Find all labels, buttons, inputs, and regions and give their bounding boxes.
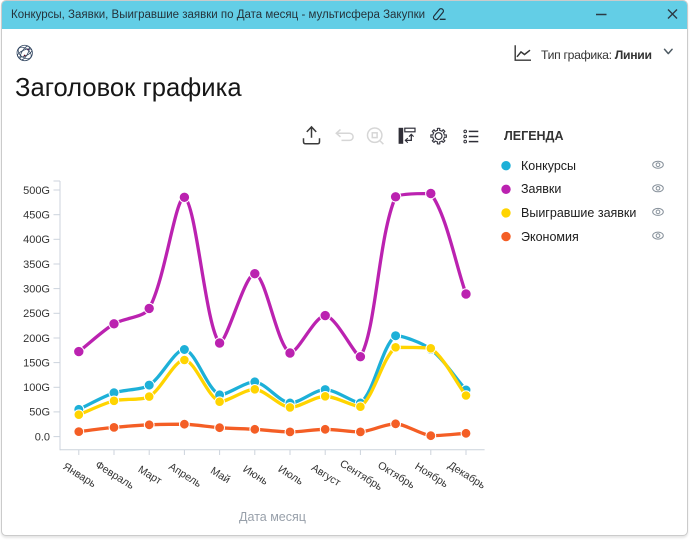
svg-text:400G: 400G	[23, 234, 50, 246]
svg-text:300G: 300G	[23, 283, 50, 295]
svg-text:150G: 150G	[23, 357, 50, 369]
svg-text:Июль: Июль	[276, 463, 306, 488]
svg-text:100G: 100G	[23, 382, 50, 394]
svg-text:250G: 250G	[23, 308, 50, 320]
svg-text:Июнь: Июнь	[241, 463, 271, 488]
svg-text:Сентябрь: Сентябрь	[338, 458, 385, 494]
svg-text:Апрель: Апрель	[166, 461, 203, 491]
svg-text:350G: 350G	[23, 259, 50, 271]
svg-text:Март: Март	[136, 464, 164, 488]
svg-text:Декабрь: Декабрь	[446, 459, 488, 491]
svg-text:Ноябрь: Ноябрь	[412, 461, 450, 491]
svg-text:450G: 450G	[23, 210, 50, 222]
svg-text:0.0: 0.0	[35, 431, 50, 443]
svg-text:200G: 200G	[23, 333, 50, 345]
svg-text:Май: Май	[208, 465, 232, 486]
svg-text:500G: 500G	[23, 185, 50, 197]
svg-text:50G: 50G	[29, 407, 50, 419]
svg-text:Дата месяц: Дата месяц	[239, 510, 306, 524]
svg-text:Февраль: Февраль	[93, 459, 137, 492]
svg-text:Январь: Январь	[61, 461, 99, 491]
